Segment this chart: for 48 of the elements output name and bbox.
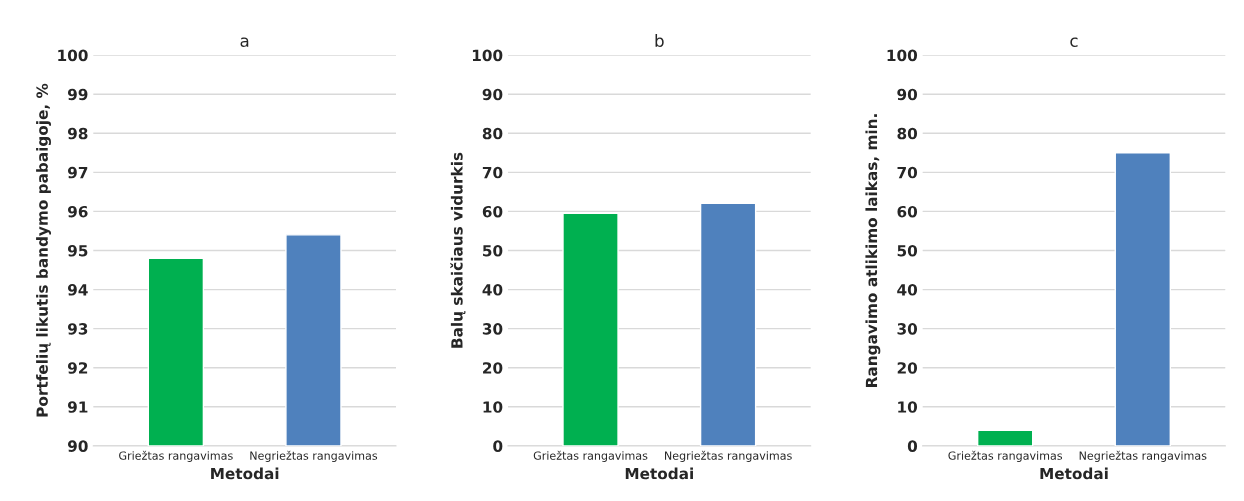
y-tick-label: 99 xyxy=(67,88,88,101)
y-tick-label: 10 xyxy=(898,401,918,413)
chart-title: a xyxy=(240,37,249,48)
y-tick-label: 90 xyxy=(897,88,918,101)
y-tick-label: 91 xyxy=(67,401,88,413)
x-tick-label: Negriežtas rangavimas xyxy=(665,450,792,462)
x-axis-title: Metodai xyxy=(625,467,693,480)
chart-title: c xyxy=(1070,37,1078,48)
y-tick-label: 80 xyxy=(482,127,503,140)
y-tick-label: 50 xyxy=(483,244,503,257)
x-axis-title: Metodai xyxy=(1040,467,1108,480)
y-tick-label: 50 xyxy=(897,244,918,257)
x-tick-label: Griežtas rangavimas xyxy=(948,450,1063,462)
x-tick-label: Griežtas rangavimas xyxy=(533,450,648,462)
y-tick-label: 98 xyxy=(67,127,88,140)
y-tick-label: 92 xyxy=(67,362,88,374)
y-tick-label: 40 xyxy=(482,284,503,296)
y-tick-label: 96 xyxy=(67,205,88,218)
y-tick-label: 93 xyxy=(67,323,88,335)
chart-title: b xyxy=(655,34,664,48)
x-tick-label: Negriežtas rangavimas xyxy=(250,450,378,462)
y-tick-label: 0 xyxy=(493,440,503,452)
y-tick-label: 100 xyxy=(887,49,918,62)
y-tick-label: 90 xyxy=(482,88,503,101)
y-tick-label: 30 xyxy=(482,323,503,335)
y-tick-label: 90 xyxy=(67,440,88,452)
x-tick-label: Negriežtas rangavimas xyxy=(1079,450,1207,462)
y-tick-label: 70 xyxy=(482,166,503,179)
y-tick-label: 40 xyxy=(897,284,918,296)
y-tick-label: 10 xyxy=(483,401,503,413)
y-tick-label: 30 xyxy=(897,323,918,335)
y-tick-label: 60 xyxy=(482,205,503,218)
y-tick-label: 20 xyxy=(897,362,918,374)
y-tick-label: 100 xyxy=(472,49,503,62)
y-axis-title: Portfelių likutis bandymo pabaigoje, % xyxy=(36,83,51,417)
y-tick-label: 95 xyxy=(67,244,88,257)
y-tick-label: 100 xyxy=(58,49,88,62)
y-tick-label: 0 xyxy=(907,440,918,452)
x-axis-title: Metodai xyxy=(211,467,279,480)
y-axis-title: Rangavimo atlikimo laikas, min. xyxy=(865,114,881,387)
y-tick-label: 20 xyxy=(483,362,503,374)
y-tick-label: 80 xyxy=(897,127,918,140)
y-axis-title: Balų skaičiaus vidurkis xyxy=(450,152,466,348)
x-tick-label: Griežtas rangavimas xyxy=(119,450,233,462)
y-tick-label: 70 xyxy=(897,166,918,179)
y-tick-label: 97 xyxy=(67,166,88,179)
y-tick-label: 60 xyxy=(897,205,918,218)
y-tick-label: 94 xyxy=(67,284,88,296)
